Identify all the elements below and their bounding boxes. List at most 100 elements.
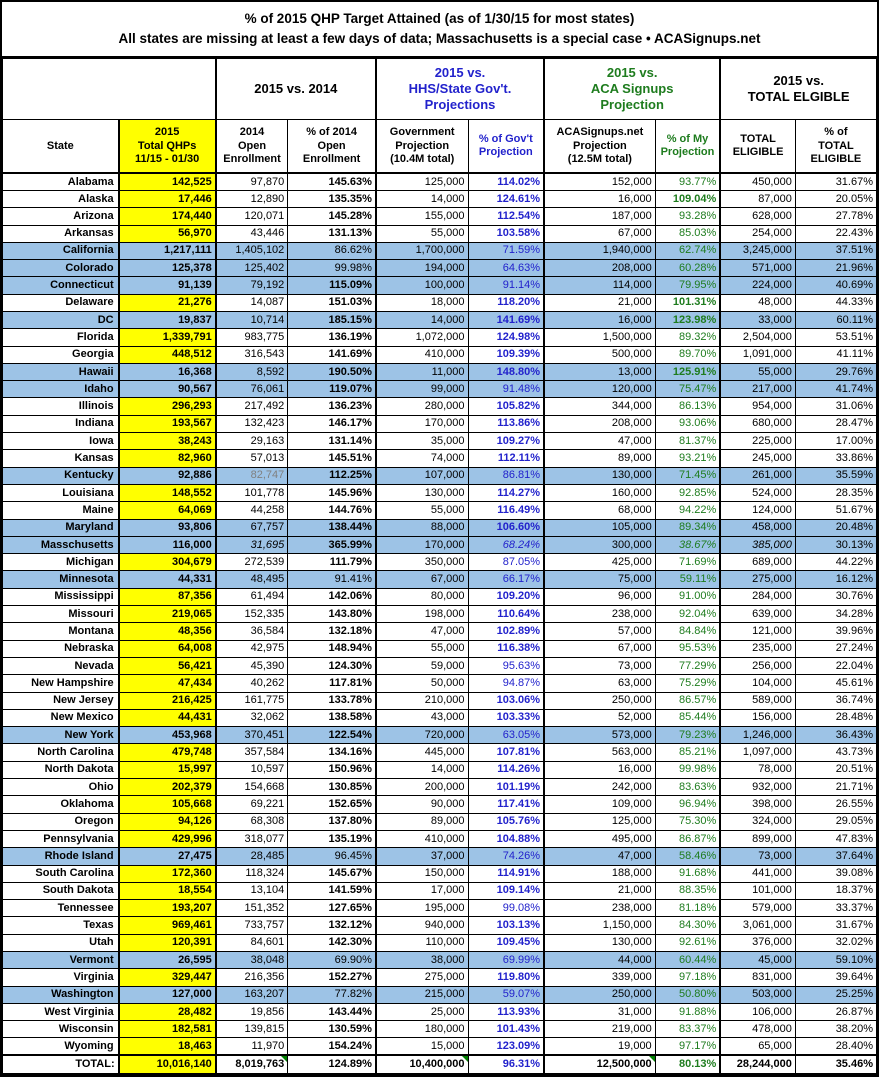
cell-aca: 188,000 <box>543 864 656 883</box>
cell-qhp: 174,440 <box>117 207 217 226</box>
cell-qhp: 28,482 <box>117 1002 217 1022</box>
cell-pcttot: 31.67% <box>794 916 878 935</box>
cell-aca: 96,000 <box>543 587 656 607</box>
cell-pctmy: 94.22% <box>654 501 721 520</box>
cell-gov: 37,000 <box>374 847 469 866</box>
comment-flag-icon <box>461 1057 467 1063</box>
cell-aca: 16,000 <box>543 310 656 330</box>
cell-open2014: 217,492 <box>214 397 289 416</box>
cell-pct2014: 86.62% <box>287 241 377 261</box>
table-row: Maine 64,069 44,258 144.76% 55,000 116.49% 68,… <box>1 501 878 520</box>
cell-gov: 18,000 <box>374 293 469 313</box>
table-row: DC 19,837 10,714 185.15% 14,000 141.69% 16,000… <box>1 310 878 330</box>
table-row: California 1,217,111 1,405,102 86.62% 1,700,… <box>1 241 878 261</box>
cell-pctgov: 117.41% <box>467 795 545 814</box>
cell-pcttot: 38.20% <box>794 1020 878 1039</box>
cell-open2014: 84,601 <box>214 933 289 952</box>
cell-pctmy: 80.13% <box>654 1054 721 1076</box>
cell-pct2014: 136.19% <box>287 328 377 347</box>
table-header: 2015 vs. 2014 2015 vs. HHS/State Gov't. P… <box>1 58 878 175</box>
cell-pcttot: 36.43% <box>794 726 878 745</box>
cell-eligible: 571,000 <box>719 259 796 278</box>
table-row: Kentucky 92,886 82,747 112.25% 107,000 86.81%… <box>1 466 878 485</box>
cell-pctmy: 93.21% <box>654 449 721 468</box>
cell-open2014: 48,495 <box>214 570 289 589</box>
cell-pctmy: 86.87% <box>654 829 721 849</box>
cell-pct2014: 133.78% <box>287 691 377 710</box>
cell-pcttot: 30.76% <box>794 587 878 607</box>
column-header-qhp: 2015 Total QHPs 11/15 - 01/30 <box>117 119 217 175</box>
cell-state: Tennessee <box>1 899 120 918</box>
cell-aca: 125,000 <box>543 812 656 831</box>
cell-qhp: 64,008 <box>117 639 217 658</box>
cell-qhp: 479,748 <box>117 743 217 762</box>
cell-qhp: 448,512 <box>117 345 217 364</box>
cell-pct2014: 185.15% <box>287 310 377 330</box>
cell-qhp: 127,000 <box>117 985 217 1004</box>
cell-open2014: 733,757 <box>214 916 289 935</box>
cell-state: Hawaii <box>1 362 120 382</box>
cell-pct2014: 112.25% <box>287 466 377 485</box>
cell-state: Rhode Island <box>1 847 120 866</box>
cell-aca: 114,000 <box>543 276 656 295</box>
cell-pctgov: 113.93% <box>467 1002 545 1022</box>
cell-open2014: 19,856 <box>214 1002 289 1022</box>
table-row: New York 453,968 370,451 122.54% 720,000 63.0… <box>1 726 878 745</box>
cell-pctmy: 85.44% <box>654 708 721 728</box>
cell-qhp: 453,968 <box>117 726 217 745</box>
cell-open2014: 8,019,763 <box>214 1054 289 1076</box>
cell-state: Pennsylvania <box>1 829 120 849</box>
cell-state: Ohio <box>1 778 120 797</box>
cell-gov: 940,000 <box>374 916 469 935</box>
cell-pct2014: 134.16% <box>287 743 377 762</box>
cell-eligible: 55,000 <box>719 362 796 382</box>
cell-pctmy: 91.68% <box>654 864 721 883</box>
cell-pcttot: 37.51% <box>794 241 878 261</box>
cell-qhp: 38,243 <box>117 432 217 451</box>
cell-pctgov: 91.14% <box>467 276 545 295</box>
cell-pctgov: 124.61% <box>467 189 545 209</box>
cell-pctgov: 116.49% <box>467 501 545 520</box>
cell-open2014: 69,221 <box>214 795 289 814</box>
cell-gov: 350,000 <box>374 553 469 572</box>
cell-pcttot: 41.11% <box>794 345 878 364</box>
cell-pctmy: 92.61% <box>654 933 721 952</box>
cell-pctmy: 84.30% <box>654 916 721 935</box>
cell-aca: 16,000 <box>543 189 656 209</box>
cell-pctgov: 119.80% <box>467 968 545 987</box>
table-row: Washington 127,000 163,207 77.82% 215,000 59.… <box>1 985 878 1004</box>
cell-pcttot: 29.05% <box>794 812 878 831</box>
cell-state: Indiana <box>1 414 120 434</box>
cell-state: Iowa <box>1 432 120 451</box>
cell-aca: 75,000 <box>543 570 656 589</box>
cell-eligible: 1,097,000 <box>719 743 796 762</box>
cell-open2014: 29,163 <box>214 432 289 451</box>
cell-pctgov: 105.82% <box>467 397 545 416</box>
cell-aca: 495,000 <box>543 829 656 849</box>
cell-open2014: 45,390 <box>214 656 289 676</box>
cell-pctmy: 91.00% <box>654 587 721 607</box>
cell-pcttot: 21.71% <box>794 778 878 797</box>
cell-pctgov: 112.11% <box>467 449 545 468</box>
cell-pcttot: 31.06% <box>794 397 878 416</box>
cell-aca: 12,500,000 <box>543 1054 656 1076</box>
cell-qhp: 56,970 <box>117 224 217 243</box>
cell-eligible: 106,000 <box>719 1002 796 1022</box>
cell-state: Michigan <box>1 553 120 572</box>
cell-state: Masschusetts <box>1 535 120 555</box>
cell-pcttot: 20.51% <box>794 760 878 780</box>
qhp-data-table: 2015 vs. 2014 2015 vs. HHS/State Gov't. P… <box>1 58 878 1076</box>
cell-pctgov: 109.20% <box>467 587 545 607</box>
cell-pcttot: 22.43% <box>794 224 878 243</box>
cell-pcttot: 29.76% <box>794 362 878 382</box>
cell-pcttot: 51.67% <box>794 501 878 520</box>
table-row: Texas 969,461 733,757 132.12% 940,000 103.13%… <box>1 916 878 935</box>
cell-qhp: 21,276 <box>117 293 217 313</box>
cell-gov: 50,000 <box>374 674 469 693</box>
cell-pct2014: 190.50% <box>287 362 377 382</box>
cell-eligible: 3,245,000 <box>719 241 796 261</box>
cell-qhp: 116,000 <box>117 535 217 555</box>
cell-state: South Dakota <box>1 881 120 901</box>
cell-qhp: 92,886 <box>117 466 217 485</box>
cell-pctgov: 71.59% <box>467 241 545 261</box>
